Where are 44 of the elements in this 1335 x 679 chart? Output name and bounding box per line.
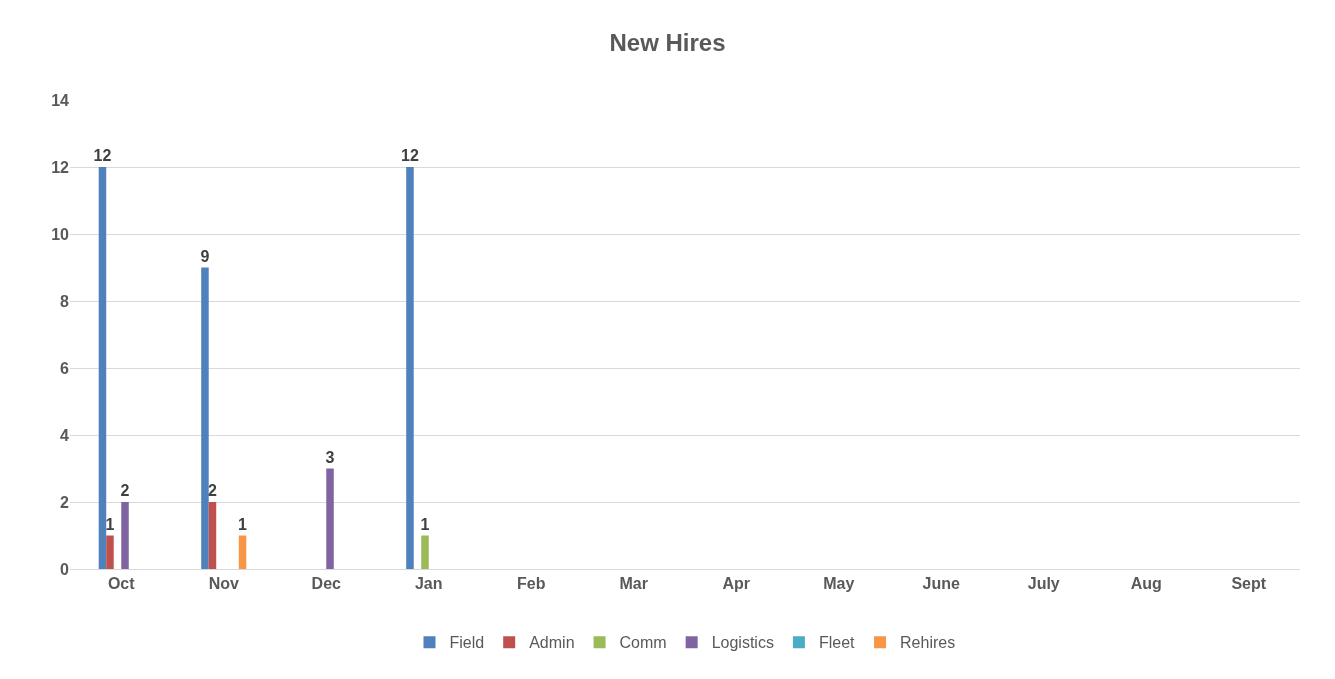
x-tick-label: Aug [1130, 575, 1162, 593]
y-tick-label: 4 [60, 426, 70, 444]
legend-label: Logistics [711, 634, 774, 652]
y-tick-label: 12 [51, 158, 70, 176]
x-tick-label: Feb [517, 575, 546, 593]
data-label: 12 [93, 147, 112, 164]
x-tick-label: Dec [311, 575, 342, 593]
y-tick-label: 8 [60, 292, 70, 310]
legend-label: Admin [529, 634, 575, 652]
legend-label: Comm [619, 634, 667, 652]
x-tick-label: June [922, 575, 961, 593]
bar [421, 535, 429, 569]
x-tick-label: Nov [208, 575, 239, 593]
bar [238, 535, 247, 569]
bar [326, 468, 334, 569]
bar [121, 502, 129, 569]
legend-label: Fleet [818, 634, 856, 652]
data-label: 3 [325, 448, 335, 466]
data-label: 1 [420, 515, 430, 533]
x-tick-label: July [1027, 575, 1060, 593]
data-label: 2 [120, 482, 130, 499]
legend-label: Rehires [900, 634, 956, 652]
y-tick-label: 2 [60, 493, 70, 511]
bar [106, 535, 114, 569]
y-tick-label: 14 [51, 91, 70, 109]
chart-title: New Hires [609, 28, 726, 56]
data-label: 9 [200, 247, 210, 265]
legend-label: Field [449, 634, 485, 652]
y-tick-label: 6 [60, 359, 70, 377]
x-tick-label: Jan [414, 575, 443, 593]
bar [208, 502, 217, 569]
bar [406, 167, 414, 569]
x-tick-label: Sept [1231, 575, 1267, 593]
x-tick-label: Apr [722, 575, 751, 593]
bar [201, 267, 209, 569]
x-tick-label: May [823, 575, 855, 593]
y-tick-label: 10 [51, 225, 70, 243]
y-tick-label: 0 [60, 560, 70, 578]
x-tick-label: Oct [107, 575, 136, 593]
bar [98, 167, 107, 569]
data-label: 1 [105, 515, 115, 533]
x-tick-label: Mar [619, 575, 648, 593]
data-label: 1 [238, 515, 248, 533]
data-label: 12 [401, 147, 419, 164]
